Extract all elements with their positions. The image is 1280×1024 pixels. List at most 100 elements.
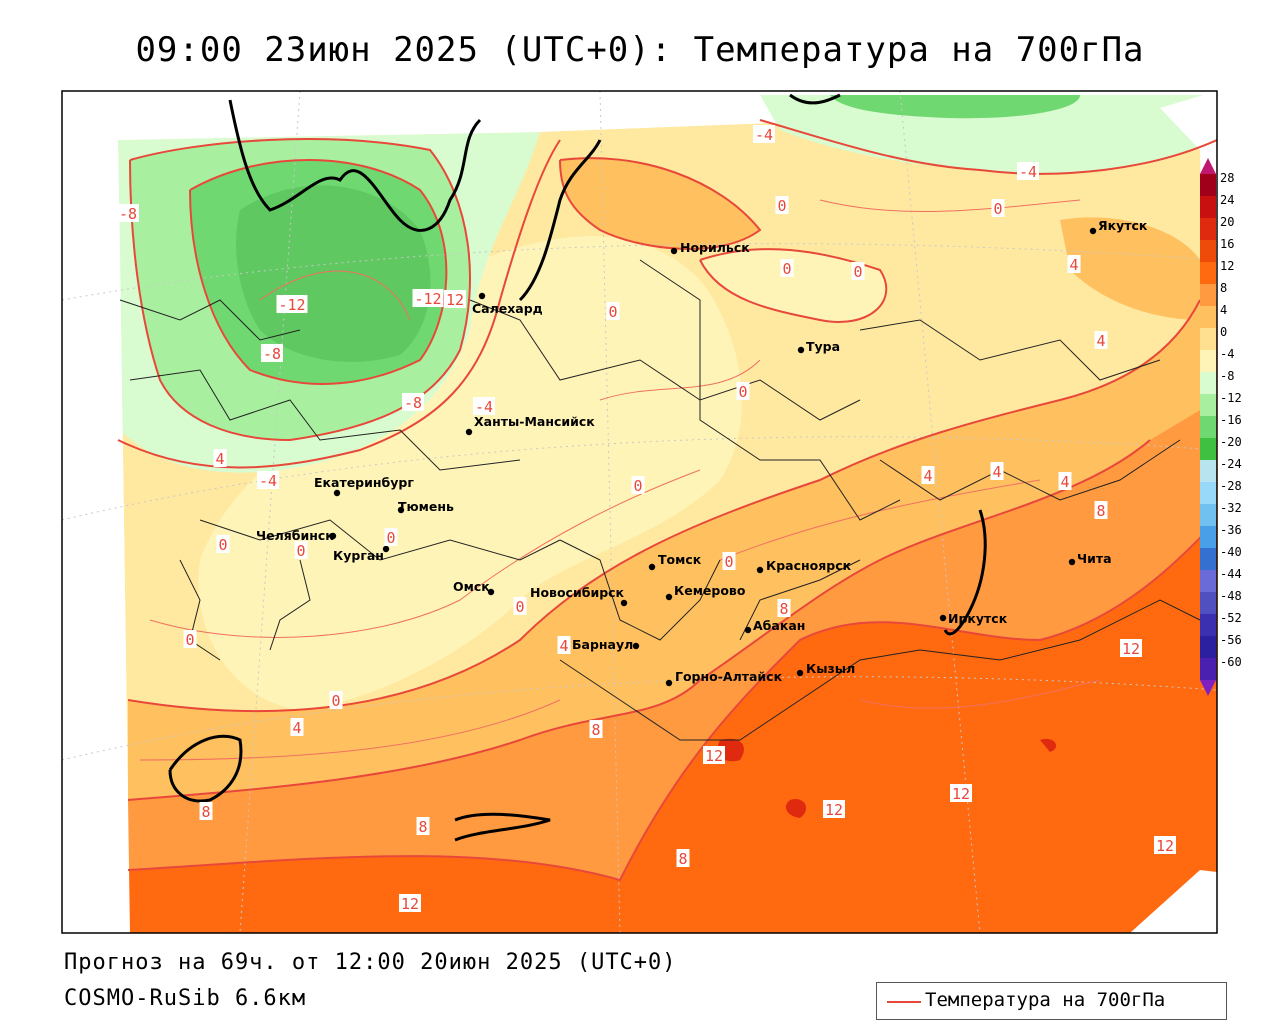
- colorbar-top-arrow: [1200, 158, 1216, 174]
- isotherm-label: 4: [292, 719, 301, 737]
- map-legend: Температура на 700гПа: [876, 982, 1227, 1020]
- isotherm-label-bg: [257, 471, 279, 489]
- colorbar-cell: [1200, 174, 1216, 196]
- isotherm-label-bg: [631, 476, 645, 494]
- colorbar-cell: [1200, 482, 1216, 504]
- colorbar-cell: [1200, 592, 1216, 614]
- isotherm-label: 0: [738, 383, 747, 401]
- colorbar-cell: [1200, 240, 1216, 262]
- colorbar-cell: [1200, 460, 1216, 482]
- isotherm-label: 4: [923, 467, 932, 485]
- city-marker: [329, 532, 337, 540]
- colorbar-tick: 28: [1220, 171, 1235, 185]
- city-label: Чита: [1077, 551, 1112, 566]
- city-label: Горно-Алтайск: [675, 669, 783, 684]
- map-title: 09:00 23июн 2025 (UTC+0): Температура на…: [135, 30, 1145, 70]
- colorbar-cell: [1200, 394, 1216, 416]
- city-label: Ханты-Мансийск: [474, 414, 595, 429]
- city-label: Якутск: [1098, 218, 1148, 233]
- isotherm-label: 0: [782, 260, 791, 278]
- colorbar-tick: 0: [1220, 325, 1228, 339]
- isotherm-label-bg: [261, 344, 283, 362]
- isotherm-label-bg: [676, 849, 690, 867]
- isotherm-label: 0: [386, 529, 395, 547]
- isotherm-label-bg: [703, 746, 725, 764]
- city-marker: [670, 247, 678, 255]
- colorbar-cell: [1200, 284, 1216, 306]
- isotherm-label: 0: [724, 553, 733, 571]
- isotherm-label-bg: [290, 718, 304, 736]
- city-label: Челябинск: [256, 528, 334, 543]
- city-marker: [1068, 558, 1076, 566]
- isotherm-label: -4: [1019, 163, 1037, 181]
- colorbar-tick: -44: [1220, 567, 1242, 581]
- isotherm-label: 0: [777, 197, 786, 215]
- isotherm-label: 0: [993, 200, 1002, 218]
- isotherm-label-bg: [921, 466, 935, 484]
- zone-minus12-ne: [830, 95, 1080, 119]
- city-marker: [465, 428, 473, 436]
- colorbar-tick: -48: [1220, 589, 1242, 603]
- isotherms-minor: [139, 199, 1101, 761]
- colorbar-tick: -20: [1220, 435, 1242, 449]
- isotherm-label: -12: [278, 296, 305, 314]
- city-label: Омск: [453, 579, 490, 594]
- isotherm-label-bg: [513, 597, 527, 615]
- legend-swatch: [887, 1001, 921, 1003]
- city-marker: [382, 545, 390, 553]
- isotherm-label: -4: [755, 126, 773, 144]
- colorbar-tick: 8: [1220, 281, 1228, 295]
- colorbar-cell: [1200, 262, 1216, 284]
- colorbar-cell: [1200, 306, 1216, 328]
- isotherm-label: 8: [1096, 502, 1105, 520]
- colorbar-tick: -60: [1220, 655, 1242, 669]
- isotherm-label-bg: [384, 528, 398, 546]
- isotherm-label: 8: [779, 600, 788, 618]
- colorbar-cell: [1200, 658, 1216, 680]
- isotherm-label: 8: [591, 721, 600, 739]
- city-label: Тура: [806, 339, 840, 354]
- colorbar-tick: -56: [1220, 633, 1242, 647]
- isotherm-label-bg: [412, 289, 444, 307]
- colorbar-cell: [1200, 350, 1216, 372]
- isotherm-label-bg: [1017, 162, 1039, 180]
- map-frame: [61, 90, 1218, 934]
- colorbar-tick: 12: [1220, 259, 1235, 273]
- isotherm-label: 0: [515, 598, 524, 616]
- isotherm-label-bg: [589, 720, 603, 738]
- isotherm-label-bg: [1094, 501, 1108, 519]
- isotherm-label: -4: [259, 472, 277, 490]
- colorbar-cell: [1200, 416, 1216, 438]
- isotherm-label-bg: [117, 204, 139, 222]
- colorbar-tick: -36: [1220, 523, 1242, 537]
- isotherm-label: 0: [633, 477, 642, 495]
- colorbar-tick: 16: [1220, 237, 1235, 251]
- isotherm-label: 4: [1060, 473, 1069, 491]
- isotherms: [117, 119, 1217, 882]
- colorbar-cell: [1200, 504, 1216, 526]
- isotherm-label-bg: [213, 449, 227, 467]
- isotherm-label-bg: [276, 295, 308, 313]
- isotherm-label: -4: [475, 398, 493, 416]
- colorbar-tick: -40: [1220, 545, 1242, 559]
- isotherm-label-bg: [990, 462, 1004, 480]
- isotherm-label: 12: [1122, 640, 1140, 658]
- colorbar-bottom-arrow: [1200, 680, 1216, 696]
- isotherm-label-bg: [736, 382, 750, 400]
- isotherm-label-bg: [780, 259, 794, 277]
- isotherm-label-bg: [444, 290, 466, 308]
- city-label: Курган: [333, 548, 384, 563]
- isotherm-label: 0: [853, 263, 862, 281]
- isotherm-label: 8: [678, 850, 687, 868]
- colorbar-tick: 24: [1220, 193, 1235, 207]
- isotherm-label: 12: [952, 785, 970, 803]
- colorbar-cell: [1200, 438, 1216, 460]
- outside-se: [1130, 870, 1217, 933]
- colorbar-tick: 20: [1220, 215, 1235, 229]
- zone-plus12: [128, 520, 1217, 933]
- coastlines: [168, 93, 987, 842]
- isotherm-label-bg: [991, 199, 1005, 217]
- isotherm-label-bg: [416, 817, 430, 835]
- city-marker: [939, 614, 947, 622]
